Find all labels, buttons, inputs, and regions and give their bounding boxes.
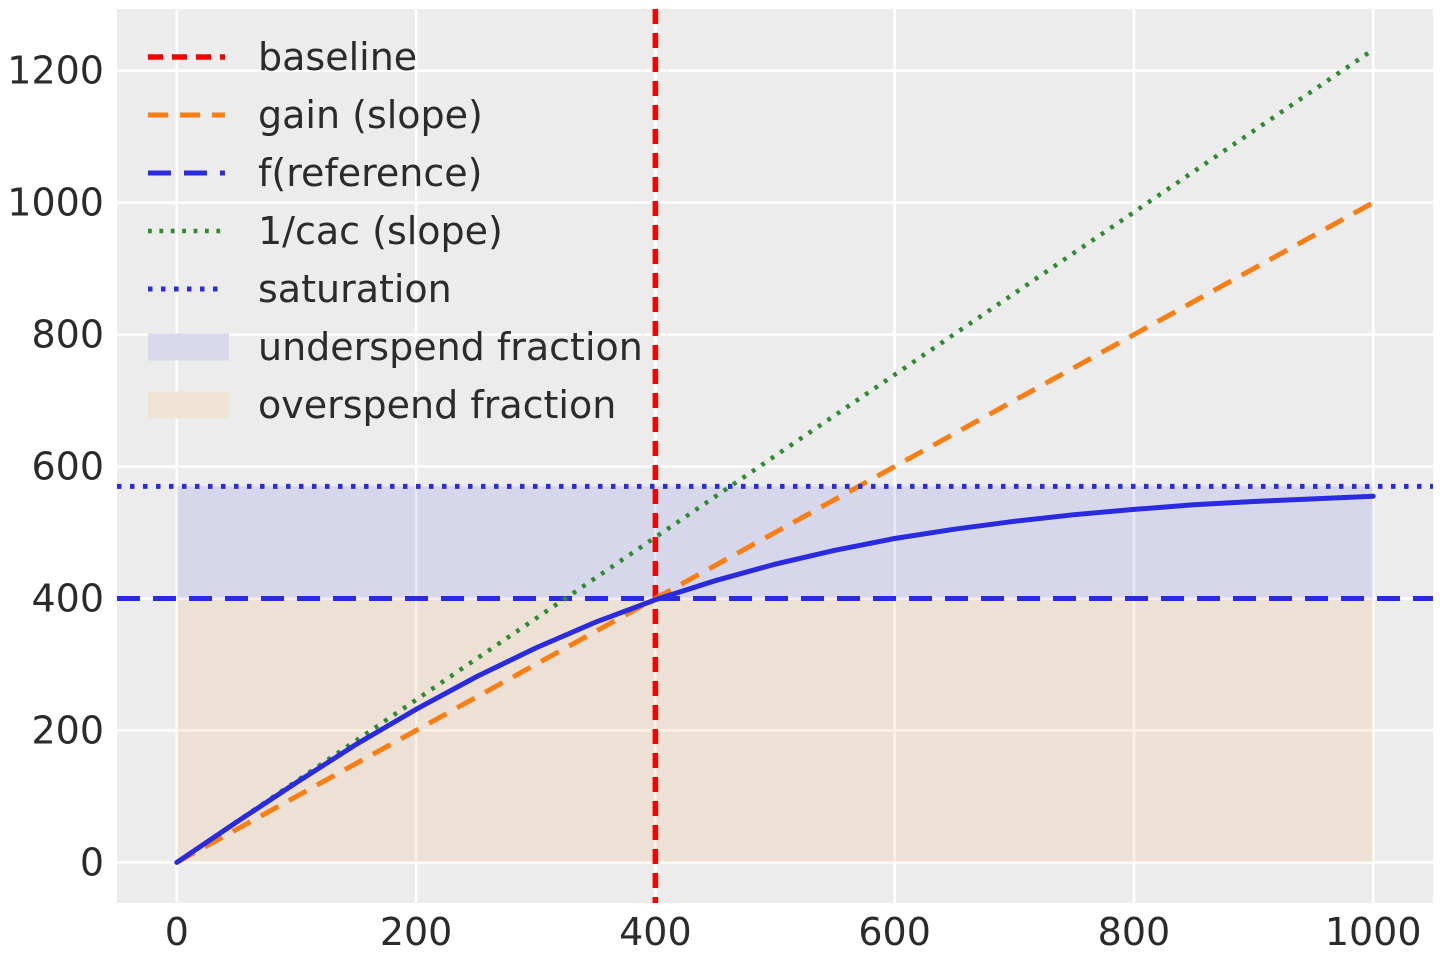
legend-item-overspend: overspend fraction — [148, 383, 616, 427]
legend-label: f(reference) — [258, 151, 482, 195]
y-tick-label-800: 800 — [31, 313, 104, 357]
legend-label: gain (slope) — [258, 93, 483, 137]
legend-item-saturation: saturation — [148, 267, 452, 311]
legend-item-cac: 1/cac (slope) — [148, 209, 503, 253]
legend-label: overspend fraction — [258, 383, 616, 427]
series-response — [174, 493, 1376, 865]
series-gain — [175, 200, 1375, 865]
legend-label: underspend fraction — [258, 325, 643, 369]
x-tick-label-400: 400 — [619, 910, 692, 954]
x-tick-label-0: 0 — [165, 910, 189, 954]
legend-item-freference: f(reference) — [148, 151, 482, 195]
x-tick-label-600: 600 — [858, 910, 931, 954]
x-tick-label-1000: 1000 — [1325, 910, 1422, 954]
y-tick-label-400: 400 — [31, 576, 104, 620]
y-tick-label-1200: 1200 — [7, 49, 104, 93]
legend-label: 1/cac (slope) — [258, 209, 503, 253]
legend-swatch-patch — [148, 391, 229, 419]
legend-label: baseline — [258, 35, 417, 79]
y-tick-label-0: 0 — [80, 840, 104, 884]
legend-item-gain: gain (slope) — [148, 93, 483, 137]
x-tick-label-200: 200 — [380, 910, 453, 954]
y-tick-label-1000: 1000 — [7, 181, 104, 225]
grid — [117, 9, 1433, 903]
y-axis: 0 200 400 600 800 1000 1200 — [7, 49, 104, 885]
y-tick-label-600: 600 — [31, 445, 104, 489]
legend-item-baseline: baseline — [148, 35, 417, 79]
series-cac — [175, 47, 1375, 865]
fill-overspend — [176, 598, 1374, 863]
legend: baseline gain (slope) f(reference) 1/cac (s… — [148, 35, 643, 427]
plot-area — [117, 9, 1433, 903]
legend-swatch-patch — [148, 333, 229, 361]
x-tick-label-800: 800 — [1098, 910, 1171, 954]
x-axis: 0 200 400 600 800 1000 — [165, 910, 1422, 954]
y-tick-label-200: 200 — [31, 708, 104, 752]
legend-item-underspend: underspend fraction — [148, 325, 643, 369]
legend-label: saturation — [258, 267, 452, 311]
